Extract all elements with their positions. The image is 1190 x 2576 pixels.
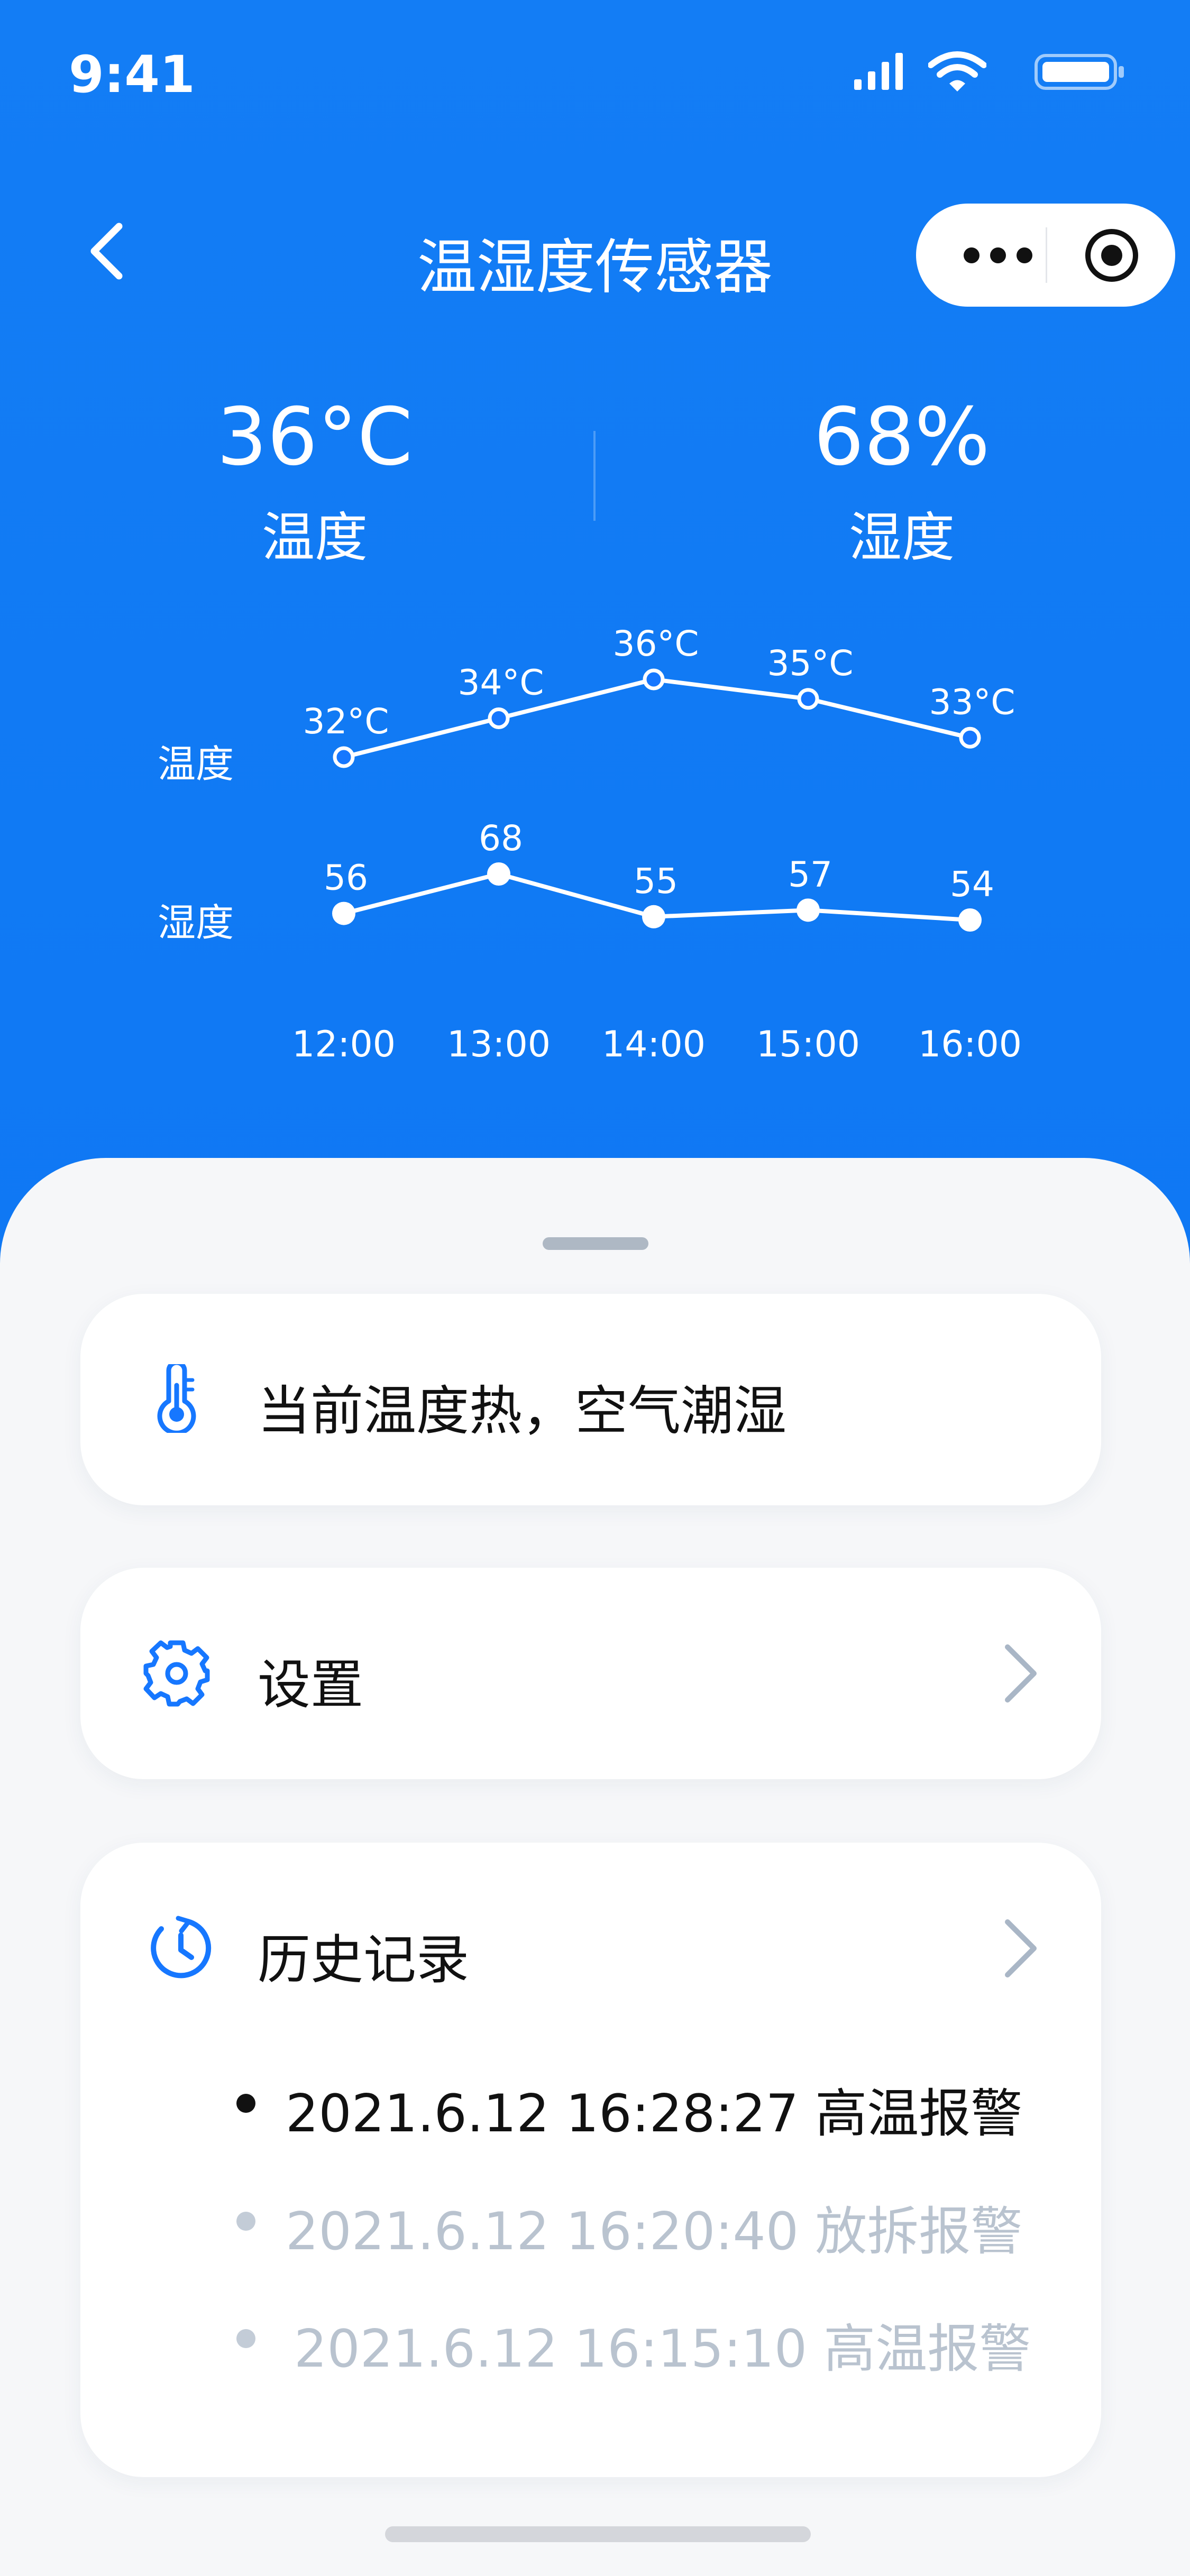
data-point	[488, 707, 510, 729]
data-label: 35°C	[767, 643, 853, 684]
data-point	[333, 746, 355, 768]
data-label: 33°C	[929, 682, 1015, 722]
close-target-icon[interactable]	[1064, 219, 1159, 291]
settings-label: 设置	[258, 1654, 363, 1716]
data-point	[959, 726, 981, 749]
humidity-value: 68%	[813, 391, 990, 483]
status-card: 当前温度热，空气潮湿	[80, 1294, 1101, 1505]
series-line	[343, 677, 971, 759]
x-tick-label: 15:00	[756, 1024, 860, 1065]
battery-icon	[1035, 54, 1124, 90]
data-label: 34°C	[457, 663, 544, 703]
history-title: 历史记录	[258, 1929, 469, 1991]
data-label: 68	[479, 818, 523, 859]
signal-icon	[854, 53, 903, 90]
temperature-label: 温度	[262, 507, 368, 568]
history-card: 历史记录	[80, 1843, 1101, 2477]
page-title: 温湿度传感器	[417, 233, 773, 302]
data-label: 54	[950, 864, 994, 905]
trend-chart: 温度 32°C 34°C 36°C 35°C 33°C 湿度 56 68 55 57 54 12:00 1…	[158, 623, 1022, 1065]
data-point	[643, 668, 665, 691]
thermometer-icon	[157, 1364, 196, 1433]
temperature-value: 36°C	[216, 391, 413, 483]
sheet-drag-handle[interactable]	[543, 1237, 648, 1250]
capsule-divider	[1046, 227, 1047, 283]
chevron-right-icon[interactable]	[994, 1911, 1047, 1985]
history-bullet	[236, 2212, 255, 2231]
back-chevron-icon[interactable]	[79, 222, 138, 280]
data-point	[797, 898, 820, 922]
x-tick-label: 16:00	[918, 1024, 1022, 1065]
mini-program-capsule	[916, 204, 1175, 307]
gear-icon	[143, 1640, 210, 1707]
settings-card[interactable]: 设置	[80, 1568, 1101, 1779]
data-point	[797, 688, 819, 710]
humidity-label: 湿度	[849, 507, 955, 568]
history-bullet	[236, 2094, 255, 2113]
status-time: 9:41	[69, 45, 195, 104]
home-indicator	[385, 2526, 811, 2542]
data-label: 57	[788, 854, 832, 895]
series-label: 温度	[158, 742, 234, 786]
status-bar: 9:41	[0, 0, 1190, 153]
data-label: 55	[634, 861, 678, 901]
chevron-right-icon	[1005, 1644, 1037, 1703]
data-point	[642, 905, 665, 928]
wifi-icon	[928, 51, 986, 91]
series-label: 湿度	[158, 900, 234, 945]
history-clock-icon	[151, 1916, 212, 1979]
more-dots-icon[interactable]	[950, 219, 1046, 291]
x-tick-label: 12:00	[292, 1024, 396, 1065]
data-label: 36°C	[612, 623, 699, 664]
data-point	[332, 901, 355, 925]
history-bullet	[236, 2329, 255, 2348]
data-point	[958, 908, 982, 932]
status-text: 当前温度热，空气潮湿	[258, 1380, 786, 1442]
summary-divider	[593, 431, 596, 521]
data-point	[487, 862, 510, 886]
history-item[interactable]: 2021.6.12 16:15:10 高温报警	[294, 2319, 1031, 2379]
history-item[interactable]: 2021.6.12 16:28:27 高温报警	[286, 2084, 1023, 2144]
data-label: 56	[324, 858, 368, 898]
history-item[interactable]: 2021.6.12 16:20:40 放拆报警	[286, 2202, 1023, 2262]
x-tick-label: 14:00	[602, 1024, 706, 1065]
data-label: 32°C	[303, 701, 389, 742]
x-tick-label: 13:00	[447, 1024, 551, 1065]
